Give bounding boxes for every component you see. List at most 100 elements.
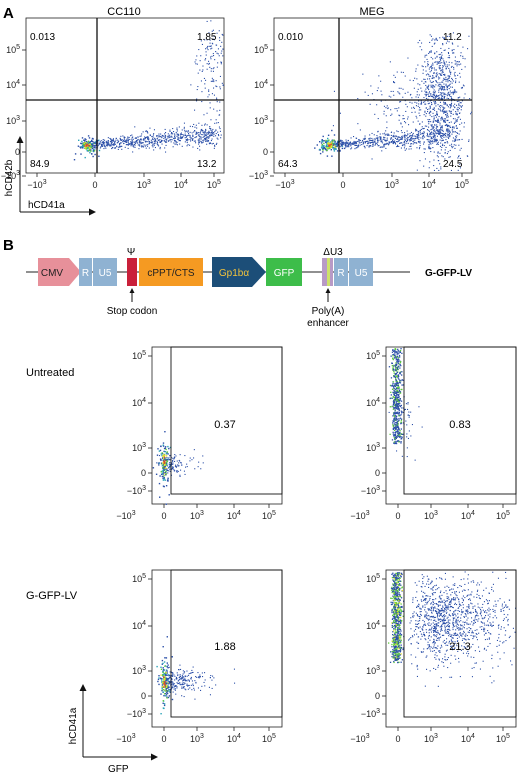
event-dot — [114, 143, 116, 145]
event-dot — [395, 596, 397, 598]
event-dot — [394, 352, 396, 354]
event-dot — [322, 151, 324, 153]
event-dot — [175, 685, 177, 687]
event-dot — [180, 462, 182, 464]
event-dot — [429, 41, 431, 43]
event-dot — [429, 51, 431, 53]
event-dot — [192, 138, 194, 140]
event-dot — [397, 627, 399, 629]
event-dot — [156, 135, 158, 137]
event-dot — [398, 434, 400, 436]
event-dot — [395, 609, 397, 612]
event-dot — [336, 142, 338, 144]
event-dot — [397, 661, 399, 664]
event-dot — [89, 141, 91, 143]
event-dot — [443, 112, 445, 114]
event-dot — [441, 92, 443, 94]
event-dot — [396, 595, 398, 597]
event-dot — [434, 138, 436, 140]
event-dot — [83, 144, 85, 146]
event-dot — [355, 144, 357, 146]
event-dot — [392, 369, 395, 371]
event-dot — [182, 680, 184, 682]
event-dot — [175, 678, 177, 680]
event-dot — [396, 658, 398, 660]
event-dot — [418, 136, 420, 138]
event-dot — [451, 102, 453, 104]
event-dot — [400, 101, 402, 103]
event-dot — [216, 137, 218, 139]
event-dot — [398, 599, 400, 602]
event-dot — [210, 45, 212, 47]
event-dot — [201, 142, 203, 144]
event-dot — [454, 655, 456, 657]
event-dot — [324, 148, 326, 150]
event-dot — [391, 388, 394, 390]
event-dot — [204, 139, 206, 141]
event-dot — [92, 142, 94, 144]
event-dot — [425, 103, 427, 105]
event-dot — [378, 145, 380, 147]
event-dot — [443, 74, 445, 76]
plot-a2-ytick-label: 0 — [263, 147, 268, 157]
event-dot — [423, 165, 425, 167]
event-dot — [448, 622, 450, 624]
event-dot — [393, 399, 395, 402]
event-dot — [393, 372, 395, 374]
event-dot — [395, 379, 397, 381]
event-dot — [435, 636, 437, 638]
event-dot — [398, 572, 400, 575]
event-dot — [189, 135, 191, 137]
event-dot — [455, 61, 457, 63]
event-dot — [397, 145, 399, 147]
event-dot — [364, 142, 366, 144]
event-dot — [449, 149, 451, 151]
event-dot — [393, 94, 395, 96]
event-dot — [396, 599, 398, 601]
event-dot — [398, 580, 400, 583]
event-dot — [163, 678, 165, 680]
event-dot — [459, 676, 461, 678]
event-dot — [396, 110, 398, 112]
event-dot — [213, 87, 215, 89]
event-dot — [394, 607, 397, 609]
event-dot — [397, 581, 399, 584]
event-dot — [444, 119, 446, 121]
event-dot — [433, 135, 435, 137]
event-dot — [401, 455, 403, 457]
event-dot — [190, 137, 192, 139]
event-dot — [200, 468, 202, 470]
event-dot — [453, 68, 455, 70]
event-dot — [432, 607, 434, 609]
event-dot — [441, 67, 443, 69]
event-dot — [398, 415, 400, 417]
event-dot — [419, 84, 421, 86]
event-dot — [452, 131, 454, 133]
event-dot — [160, 473, 162, 475]
event-dot — [406, 436, 408, 438]
event-dot — [399, 380, 401, 383]
event-dot — [396, 450, 398, 452]
event-dot — [419, 130, 421, 132]
event-dot — [444, 604, 446, 606]
event-dot — [429, 595, 431, 597]
event-dot — [443, 103, 445, 105]
event-dot — [413, 135, 415, 137]
event-dot — [179, 683, 181, 685]
construct-cmv — [38, 258, 81, 286]
event-dot — [441, 116, 443, 118]
event-dot — [426, 631, 428, 633]
event-dot — [450, 594, 452, 596]
event-dot — [205, 137, 207, 139]
event-dot — [92, 155, 94, 158]
event-dot — [455, 113, 457, 115]
event-dot — [420, 611, 422, 613]
event-dot — [173, 684, 175, 686]
event-dot — [420, 137, 422, 139]
event-dot — [114, 141, 116, 143]
event-dot — [167, 667, 169, 669]
event-dot — [333, 144, 335, 146]
event-dot — [433, 650, 435, 652]
event-dot — [442, 134, 444, 136]
event-dot — [196, 63, 198, 65]
